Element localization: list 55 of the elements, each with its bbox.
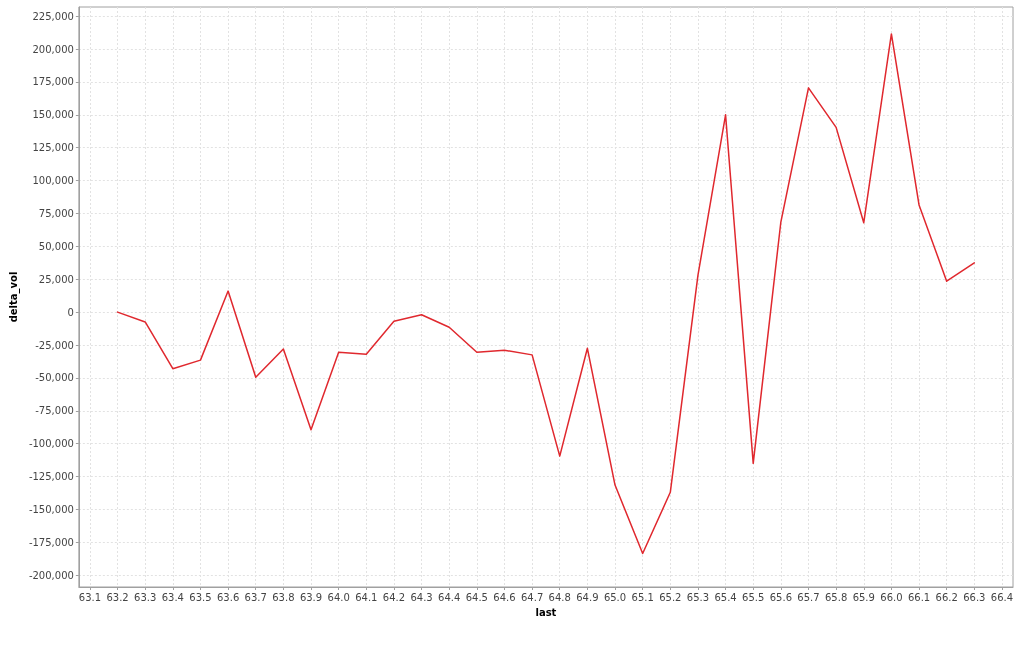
y-tick-label: 25,000 <box>38 273 74 285</box>
x-axis-title: last <box>535 606 557 618</box>
x-tick-label: 65.6 <box>769 591 792 603</box>
y-tick-label: 175,000 <box>32 76 74 88</box>
y-tick-label: -50,000 <box>35 372 74 384</box>
x-tick-label: 64.0 <box>327 591 350 603</box>
y-tick-label: 50,000 <box>38 240 74 252</box>
y-tick-label: -200,000 <box>28 569 74 581</box>
x-tick-label: 65.3 <box>686 591 710 603</box>
x-tick-label: 64.6 <box>493 591 516 603</box>
x-tick-label: 63.8 <box>272 591 295 603</box>
y-tick-label: -175,000 <box>28 536 74 548</box>
x-tick-label: 63.7 <box>244 591 267 603</box>
x-tick-label: 66.4 <box>990 591 1014 603</box>
x-tick-label: 65.7 <box>797 591 820 603</box>
line-series <box>116 33 976 555</box>
y-tick-label: 0 <box>67 306 74 318</box>
y-tick-label: -150,000 <box>28 503 74 515</box>
y-tick-label: 100,000 <box>32 175 74 187</box>
x-tick-label: 65.0 <box>603 591 627 603</box>
y-tick-label: 200,000 <box>32 43 74 55</box>
x-tick-label: 63.1 <box>78 591 102 603</box>
x-tick-label: 63.4 <box>161 591 184 603</box>
x-tick-label: 64.3 <box>410 591 433 603</box>
x-tick-label: 66.0 <box>880 591 903 603</box>
x-tick-label: 63.2 <box>106 591 129 603</box>
x-tick-label: 65.5 <box>742 591 765 603</box>
x-tick-label: 64.7 <box>520 591 544 603</box>
y-tick-label: -25,000 <box>35 339 74 351</box>
x-tick-label: 66.3 <box>963 591 986 603</box>
y-tick-label: -100,000 <box>28 438 74 450</box>
x-tick-label: 63.5 <box>189 591 212 603</box>
x-tick-label: 65.4 <box>714 591 737 603</box>
y-tick-label: -75,000 <box>35 405 74 417</box>
x-tick-label: 63.3 <box>134 591 157 603</box>
x-tick-label: 63.6 <box>216 591 240 603</box>
x-tick-label: 64.2 <box>382 591 406 603</box>
x-tick-label: 65.9 <box>852 591 875 603</box>
x-tick-label: 64.8 <box>548 591 571 603</box>
y-tick-label: 75,000 <box>38 207 74 219</box>
x-tick-label: 64.5 <box>465 591 488 603</box>
y-tick-label: 125,000 <box>32 142 74 154</box>
x-tick-label: 66.1 <box>907 591 931 603</box>
x-tick-label: 66.2 <box>935 591 958 603</box>
y-tick-label: -125,000 <box>28 471 74 483</box>
x-tick-label: 65.1 <box>631 591 654 603</box>
x-tick-label: 64.1 <box>355 591 378 603</box>
x-tick-label: 64.4 <box>438 591 461 603</box>
x-tick-label: 63.9 <box>299 591 323 603</box>
x-tick-label: 65.2 <box>659 591 682 603</box>
y-axis-title: delta_vol <box>7 271 20 323</box>
y-tick-label: 225,000 <box>32 10 74 22</box>
x-tick-label: 65.8 <box>824 591 848 603</box>
y-tick-label: 150,000 <box>32 109 74 121</box>
x-tick-label: 64.9 <box>576 591 599 603</box>
